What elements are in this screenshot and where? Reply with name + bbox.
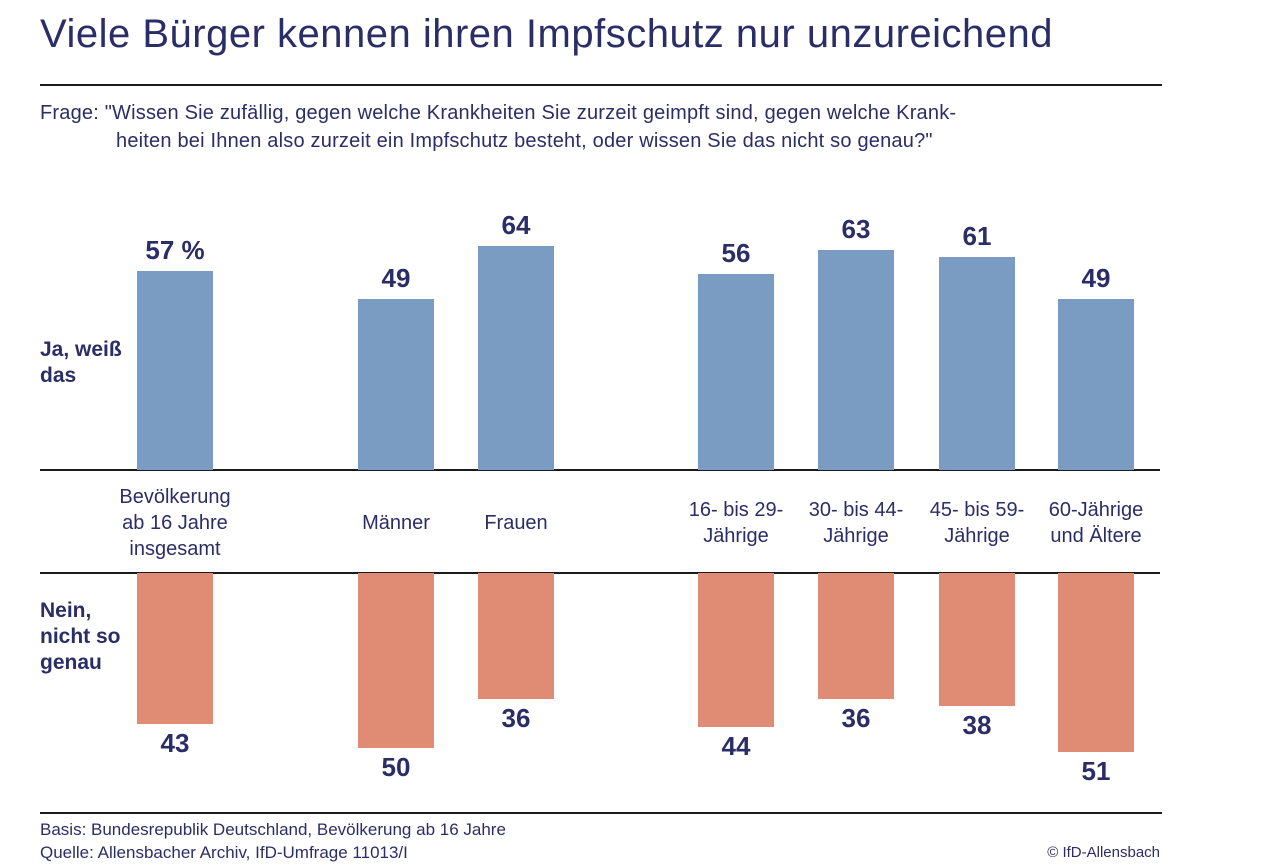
survey-question: Frage: "Wissen Sie zufällig, gegen welch… <box>40 99 956 155</box>
value-label-nein: 43 <box>160 727 190 758</box>
bar-ja <box>1058 298 1134 470</box>
value-label-nein: 36 <box>501 703 531 733</box>
bar-ja <box>137 270 213 470</box>
category-label: Bevölkerung ab 16 Jahre insgesamt <box>119 486 231 560</box>
source-note: Quelle: Allensbacher Archiv, IfD-Umfrage… <box>40 843 408 862</box>
bar-ja <box>698 274 774 470</box>
category-label: Männer <box>362 512 430 534</box>
value-label-ja: 56 <box>721 238 751 268</box>
bar-ja <box>358 298 434 470</box>
value-label-ja: 57 % <box>145 234 205 265</box>
category-label: 16- bis 29- Jährige <box>688 499 784 547</box>
survey-question-line2: heiten bei Ihnen also zurzeit ein Impfsc… <box>116 130 933 152</box>
bar-nein <box>698 573 774 727</box>
lower-baseline <box>40 572 1160 574</box>
title-divider <box>40 84 1162 86</box>
value-label-nein: 36 <box>841 703 871 733</box>
value-label-nein: 38 <box>962 710 992 740</box>
bar-nein <box>478 573 554 699</box>
category-label: 45- bis 59- Jährige <box>929 499 1025 547</box>
upper-baseline <box>40 469 1160 471</box>
value-label-ja: 64 <box>501 210 531 240</box>
category-label: Frauen <box>484 512 548 534</box>
page-title: Viele Bürger kennen ihren Impfschutz nur… <box>40 12 1054 56</box>
bar-ja <box>818 249 894 470</box>
bar-ja <box>939 256 1015 470</box>
value-label-nein: 44 <box>721 731 751 761</box>
bar-nein <box>818 573 894 699</box>
series-label-ja: Ja, weiß das <box>40 338 122 387</box>
bar-nein <box>1058 573 1134 752</box>
bar-nein <box>358 573 434 748</box>
value-label-nein: 51 <box>1081 755 1111 786</box>
category-label: 30- bis 44- Jährige <box>808 499 904 547</box>
series-label-nein: Nein, nicht so genau <box>40 599 121 674</box>
category-label: 60-Jährige und Ältere <box>1048 499 1144 547</box>
basis-note: Basis: Bundesrepublik Deutschland, Bevöl… <box>40 820 506 839</box>
value-label-nein: 50 <box>381 752 411 782</box>
footer-divider <box>40 812 1162 814</box>
copyright-note: © IfD-Allensbach <box>1047 844 1160 861</box>
bar-nein <box>939 573 1015 706</box>
value-label-ja: 61 <box>962 220 992 251</box>
bar-nein <box>137 573 213 724</box>
value-label-ja: 63 <box>841 213 871 244</box>
bar-ja <box>478 246 554 470</box>
value-label-ja: 49 <box>1081 262 1111 293</box>
value-label-ja: 49 <box>381 262 411 293</box>
survey-question-line1: Frage: "Wissen Sie zufällig, gegen welch… <box>40 102 957 124</box>
